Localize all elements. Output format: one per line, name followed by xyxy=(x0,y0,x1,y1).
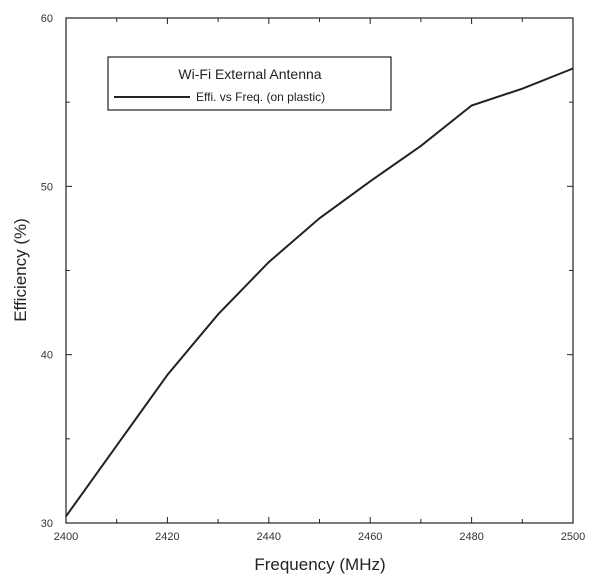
legend: Wi-Fi External Antenna Effi. vs Freq. (o… xyxy=(107,56,392,111)
y-axis-ticks xyxy=(66,17,573,524)
x-axis-tick-labels: 2400 2420 2440 2460 2480 2500 xyxy=(54,531,585,543)
x-tick-label: 2460 xyxy=(358,531,382,543)
x-tick-label: 2400 xyxy=(54,531,78,543)
legend-title: Wi-Fi External Antenna xyxy=(178,66,321,82)
x-tick-label: 2420 xyxy=(155,531,179,543)
y-tick-label: 50 xyxy=(41,181,53,193)
legend-box xyxy=(107,56,392,111)
x-tick-label: 2440 xyxy=(257,531,281,543)
x-tick-label: 2500 xyxy=(561,531,585,543)
y-axis-tick-labels: 30 40 50 60 xyxy=(41,13,53,530)
x-axis-title: Frequency (MHz) xyxy=(254,555,385,574)
y-tick-label: 40 xyxy=(41,350,53,362)
legend-entry-label: Effi. vs Freq. (on plastic) xyxy=(196,90,325,104)
y-tick-label: 60 xyxy=(41,13,53,25)
y-tick-label: 30 xyxy=(41,518,53,530)
series-line-effi-vs-freq xyxy=(65,67,574,517)
x-axis-ticks xyxy=(65,18,574,523)
x-tick-label: 2480 xyxy=(459,531,483,543)
y-axis-title: Efficiency (%) xyxy=(11,218,30,322)
